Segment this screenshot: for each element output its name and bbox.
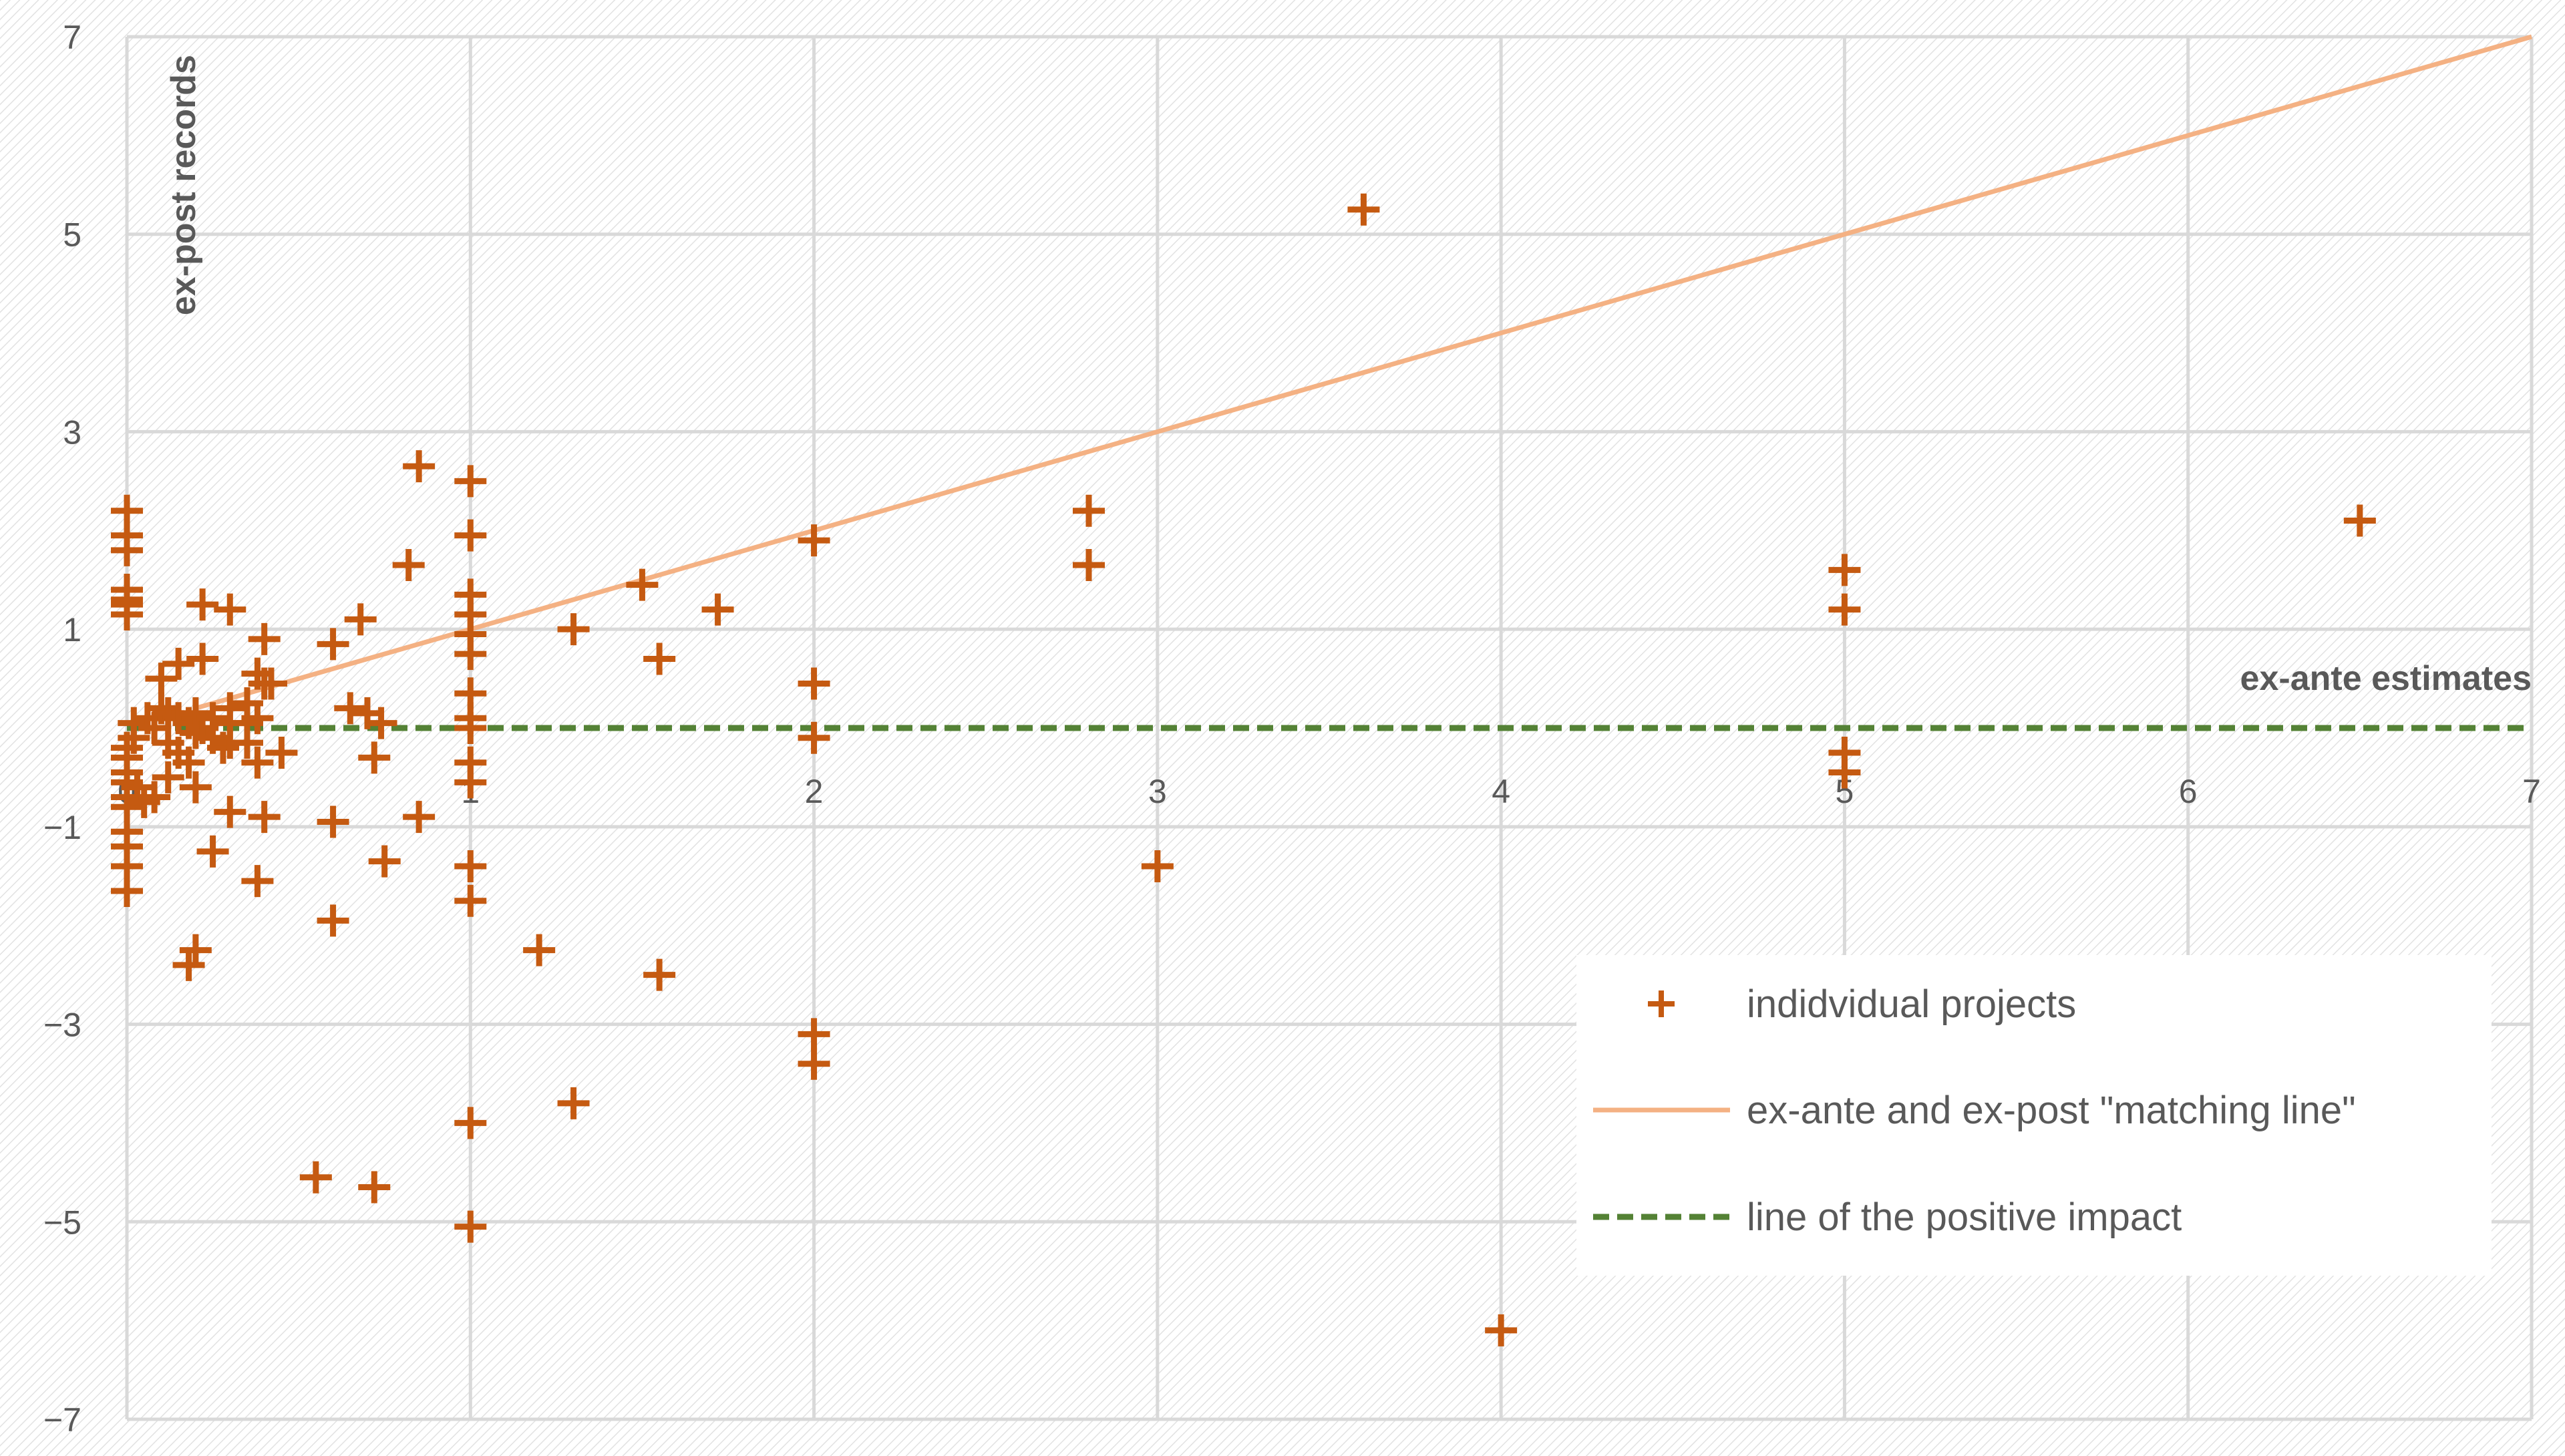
data-point xyxy=(557,1087,590,1119)
data-point xyxy=(1828,593,1861,626)
data-point xyxy=(231,727,263,759)
y-tick-label: 3 xyxy=(63,413,81,451)
x-tick-label: 7 xyxy=(2522,773,2541,810)
y-axis-tick-labels: 7 5 3 1 −1 −3 −5 −7 xyxy=(43,19,81,1439)
data-point xyxy=(138,781,171,813)
y-tick-label: 5 xyxy=(63,216,81,254)
data-point xyxy=(1347,193,1380,226)
legend-box xyxy=(1576,955,2492,1276)
data-point xyxy=(1828,554,1861,586)
data-point xyxy=(798,667,830,700)
data-point xyxy=(798,1047,830,1080)
legend-label: indidvidual projects xyxy=(1747,982,2076,1026)
data-point xyxy=(454,638,487,671)
data-point xyxy=(368,845,401,878)
data-point xyxy=(798,1018,830,1051)
data-point xyxy=(334,692,367,725)
data-point xyxy=(186,588,219,621)
data-point xyxy=(1073,494,1105,527)
y-tick-label: −5 xyxy=(43,1204,81,1241)
data-point xyxy=(255,667,287,700)
data-point xyxy=(2343,504,2376,537)
y-tick-label: −3 xyxy=(43,1007,81,1044)
data-point xyxy=(138,712,171,744)
data-point xyxy=(241,746,274,779)
x-tick-label: 4 xyxy=(1492,773,1510,810)
data-point xyxy=(121,771,154,803)
data-point xyxy=(241,865,274,898)
data-point xyxy=(1485,1314,1518,1346)
data-point xyxy=(152,761,184,793)
data-point xyxy=(265,736,298,769)
data-point xyxy=(186,643,219,675)
data-point xyxy=(179,771,212,803)
legend-label: ex-ante and ex-post "matching line" xyxy=(1747,1089,2356,1132)
legend: indidvidual projects ex-ante and ex-post … xyxy=(1576,955,2492,1276)
data-point xyxy=(365,707,397,739)
data-point xyxy=(214,795,246,828)
data-point xyxy=(454,850,487,882)
data-point xyxy=(162,647,195,680)
data-point xyxy=(299,1161,332,1194)
y-tick-label: 7 xyxy=(63,19,81,56)
data-point xyxy=(172,746,205,779)
data-point xyxy=(454,1210,487,1243)
y-tick-label: 1 xyxy=(63,611,81,649)
data-point xyxy=(392,549,425,582)
data-point xyxy=(207,731,239,764)
scatter-points xyxy=(111,193,2376,1346)
data-point xyxy=(317,904,349,937)
series-lines xyxy=(127,34,2532,731)
data-point xyxy=(317,805,349,838)
data-point xyxy=(248,801,281,834)
data-point xyxy=(358,741,391,774)
x-axis-title: ex-ante estimates xyxy=(2240,659,2532,698)
y-axis-title: ex-post records xyxy=(164,55,203,315)
x-tick-label: 6 xyxy=(2179,773,2198,810)
legend-marker-points xyxy=(1648,990,1675,1017)
data-point xyxy=(454,1107,487,1139)
data-point xyxy=(111,534,143,566)
data-point xyxy=(344,603,377,636)
matching-line xyxy=(194,34,2532,711)
data-point xyxy=(1828,756,1861,789)
data-point xyxy=(248,622,281,655)
data-point xyxy=(454,884,487,917)
data-point xyxy=(454,519,487,552)
data-point xyxy=(111,598,143,630)
data-point xyxy=(454,766,487,799)
data-point xyxy=(454,465,487,498)
y-tick-label: −1 xyxy=(43,809,81,846)
legend-label: line of the positive impact xyxy=(1747,1196,2182,1239)
data-point xyxy=(172,948,205,981)
data-point xyxy=(626,568,659,601)
data-point xyxy=(111,874,143,907)
data-point xyxy=(1073,549,1105,582)
x-tick-label: 3 xyxy=(1148,773,1167,810)
data-point xyxy=(403,450,436,483)
data-point xyxy=(798,721,830,754)
data-point xyxy=(798,524,830,557)
data-point xyxy=(1141,850,1174,882)
data-point xyxy=(145,692,178,725)
data-point xyxy=(403,801,436,834)
data-point xyxy=(196,835,229,868)
data-point xyxy=(179,934,212,966)
data-point xyxy=(643,958,676,991)
data-point xyxy=(317,628,349,661)
data-point xyxy=(118,721,150,754)
data-point xyxy=(701,593,734,626)
x-tick-label: 2 xyxy=(805,773,824,810)
data-point xyxy=(454,712,487,744)
data-point xyxy=(145,663,178,695)
data-point xyxy=(214,593,246,626)
y-tick-label: −7 xyxy=(43,1401,81,1439)
data-point xyxy=(557,613,590,646)
data-point xyxy=(523,934,556,966)
data-point xyxy=(179,717,212,749)
data-point xyxy=(643,643,676,675)
data-point xyxy=(358,1171,391,1204)
